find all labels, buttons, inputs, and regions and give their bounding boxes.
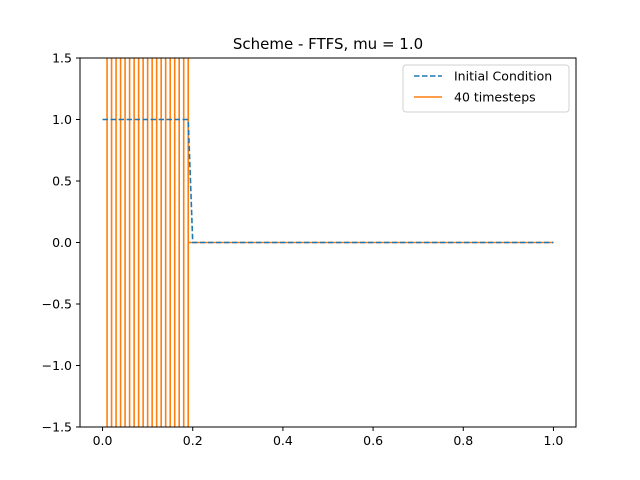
series-initial-condition-line xyxy=(102,118,554,244)
x-axis: 0.0 0.2 0.4 0.6 0.8 1.0 xyxy=(93,427,564,448)
y-tick-label: −1.5 xyxy=(42,420,72,435)
legend-label-initial-condition: Initial Condition xyxy=(454,69,552,84)
x-tick-label: 0.4 xyxy=(273,433,293,448)
y-tick-label: 1.0 xyxy=(52,112,72,127)
legend-label-40-timesteps: 40 timesteps xyxy=(454,90,536,105)
x-tick-label: 0.2 xyxy=(183,433,203,448)
x-tick-label: 1.0 xyxy=(544,433,564,448)
y-tick-label: −1.0 xyxy=(42,358,72,373)
y-axis: −1.5 −1.0 −0.5 0.0 0.5 1.0 1.5 xyxy=(42,51,80,435)
x-tick-label: 0.6 xyxy=(363,433,383,448)
x-tick-label: 0.8 xyxy=(453,433,473,448)
legend-box xyxy=(402,64,570,113)
plot-area xyxy=(102,58,554,427)
y-tick-label: 0.5 xyxy=(52,174,72,189)
legend: Initial Condition 40 timesteps xyxy=(402,64,570,113)
x-tick-label: 0.0 xyxy=(93,433,113,448)
y-tick-label: −0.5 xyxy=(42,297,72,312)
y-tick-label: 1.5 xyxy=(52,51,72,66)
y-tick-label: 0.0 xyxy=(52,235,72,250)
chart-title: Scheme - FTFS, mu = 1.0 xyxy=(233,35,423,53)
